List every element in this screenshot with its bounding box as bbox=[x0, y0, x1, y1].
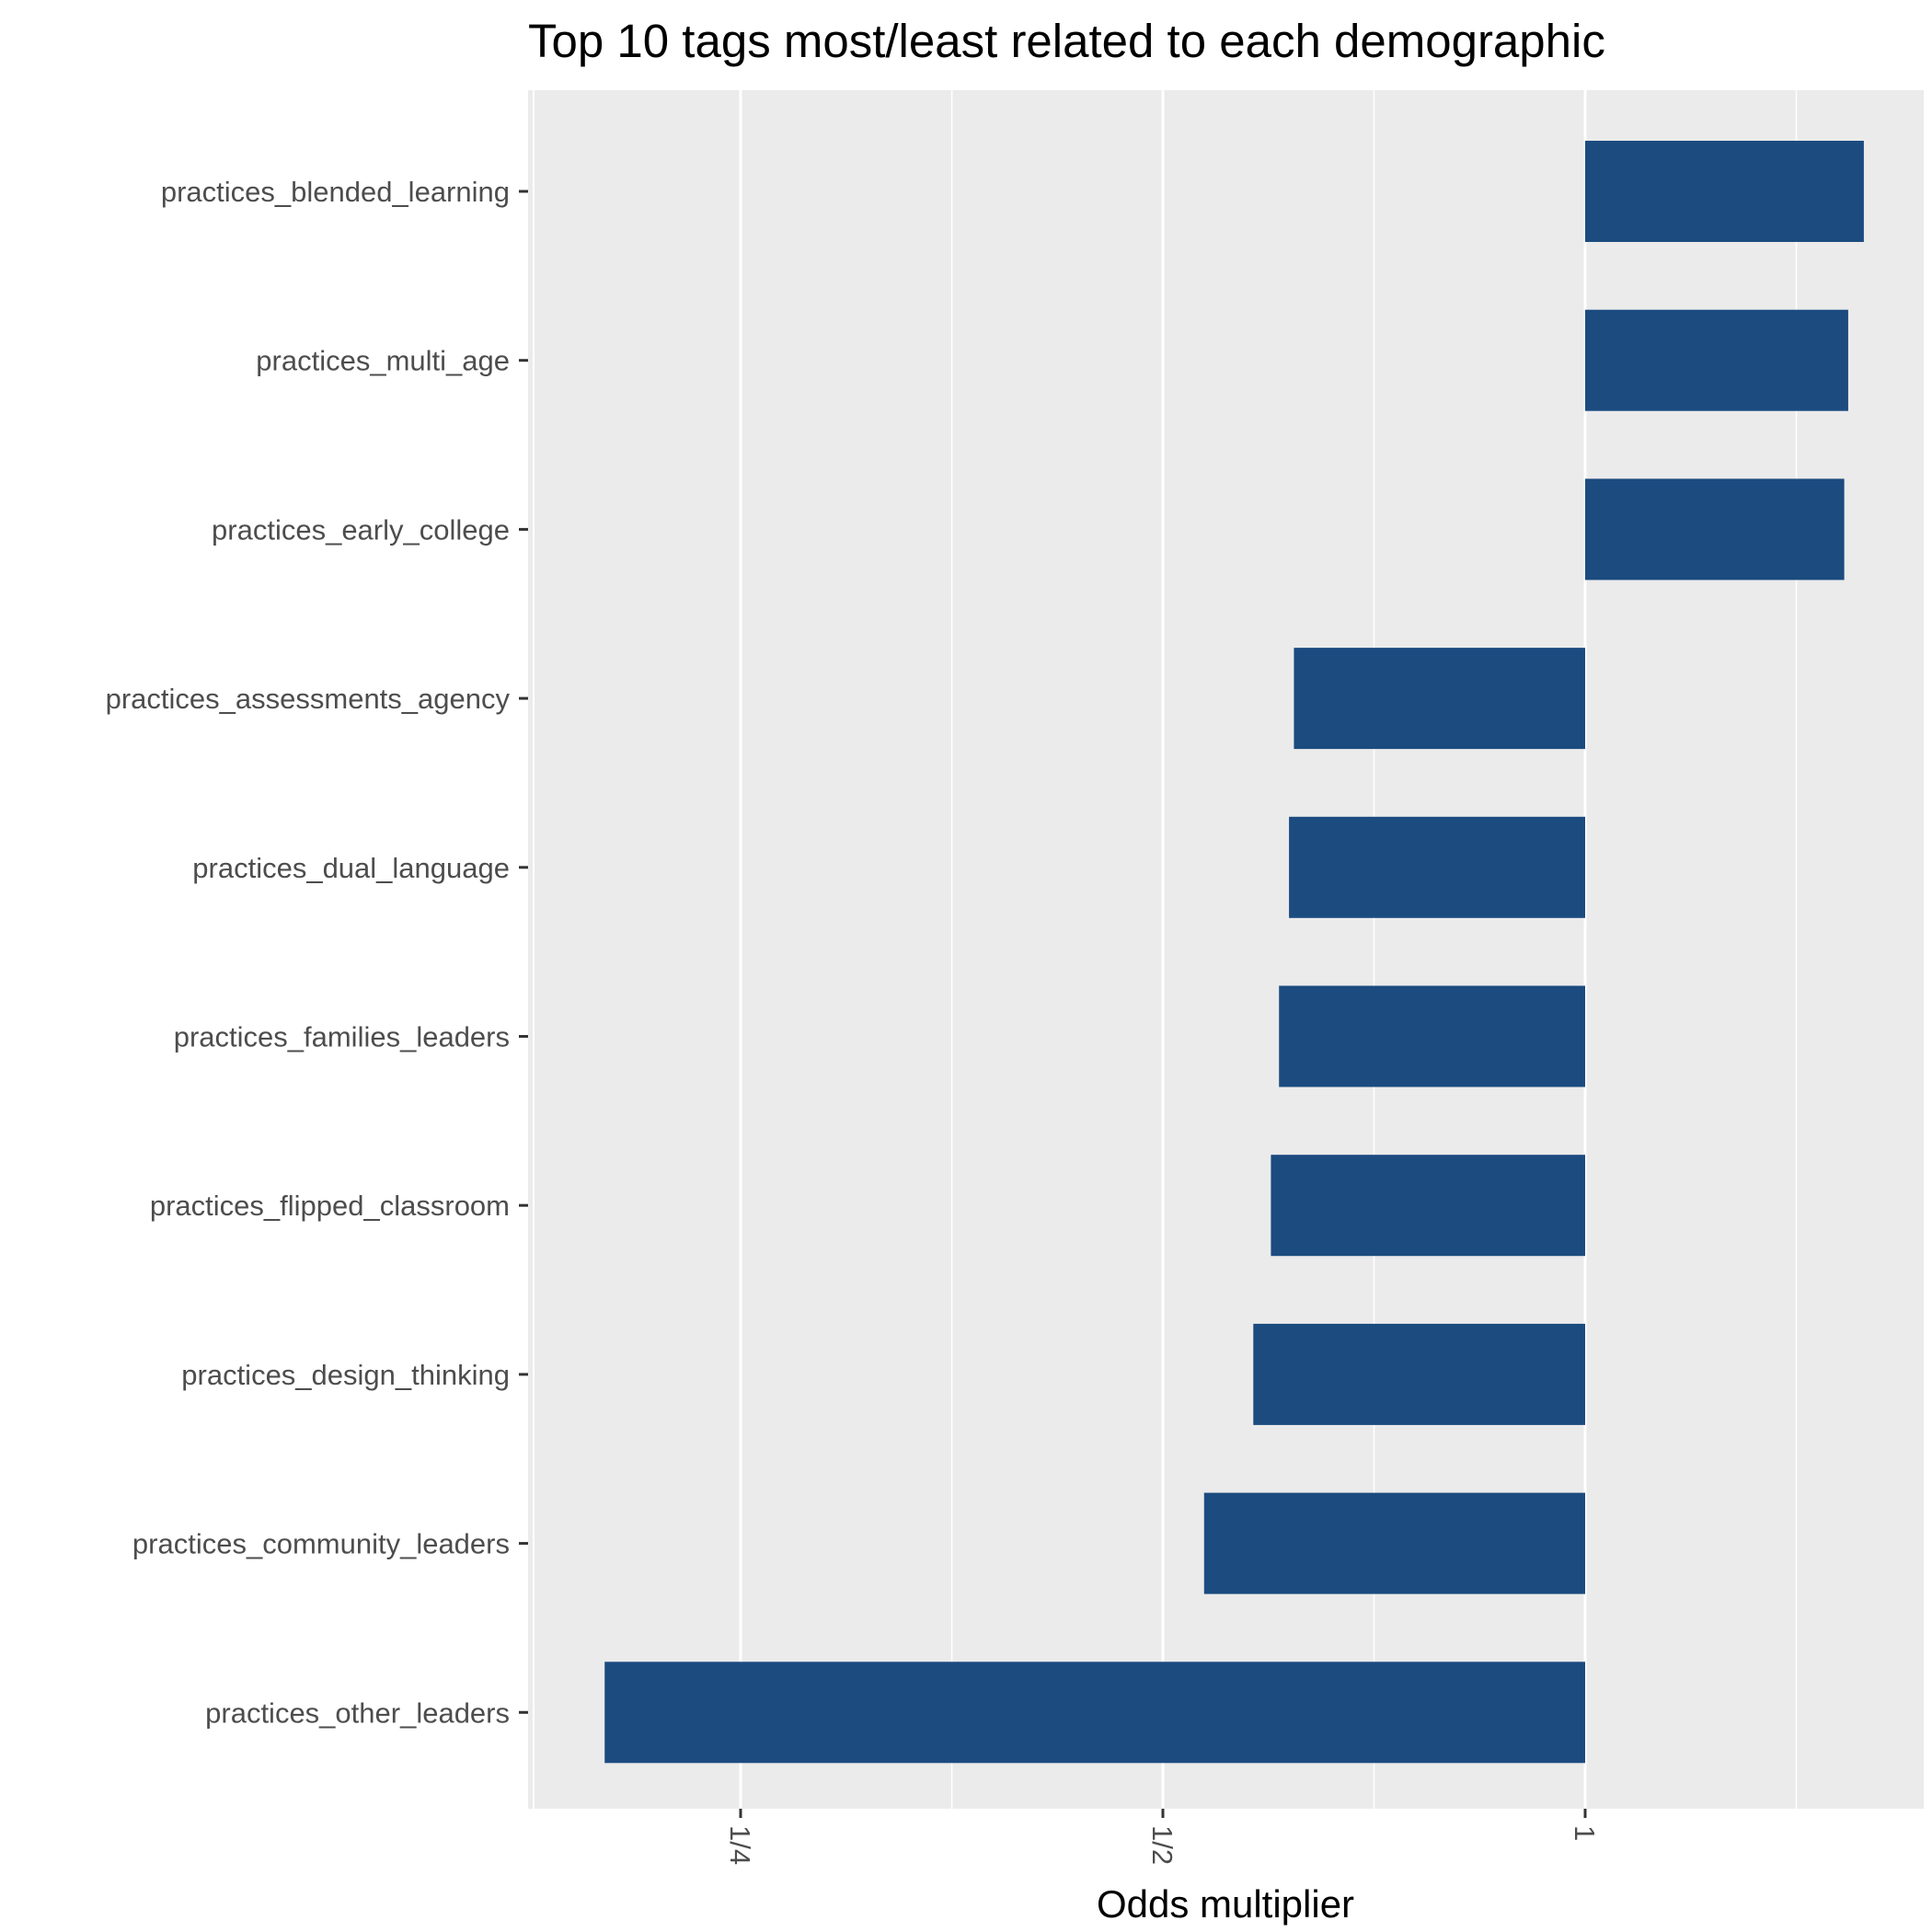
bars bbox=[604, 141, 1864, 1764]
category-label: practices_early_college bbox=[212, 513, 510, 546]
category-label: practices_assessments_agency bbox=[106, 683, 511, 715]
category-label: practices_community_leaders bbox=[132, 1528, 510, 1560]
category-label: practices_other_leaders bbox=[205, 1696, 510, 1729]
bar-practices_multi_age bbox=[1585, 309, 1848, 411]
category-label: practices_flipped_classroom bbox=[150, 1190, 510, 1222]
bar-practices_flipped_classroom bbox=[1271, 1155, 1585, 1257]
bar-practices_design_thinking bbox=[1253, 1323, 1585, 1425]
bar-practices_other_leaders bbox=[604, 1662, 1585, 1764]
category-label: practices_design_thinking bbox=[181, 1359, 510, 1391]
category-label: practices_multi_age bbox=[256, 345, 510, 377]
bar-practices_blended_learning bbox=[1585, 141, 1864, 242]
chart-title: Top 10 tags most/least related to each d… bbox=[528, 15, 1605, 67]
bar-practices_early_college bbox=[1585, 478, 1845, 581]
bar-practices_community_leaders bbox=[1203, 1492, 1585, 1594]
x-tick-label: 1/4 bbox=[724, 1825, 756, 1865]
category-label: practices_dual_language bbox=[192, 852, 510, 884]
x-axis-title: Odds multiplier bbox=[1097, 1882, 1354, 1926]
category-label: practices_families_leaders bbox=[174, 1021, 510, 1053]
bar-practices_families_leaders bbox=[1279, 985, 1585, 1087]
category-label: practices_blended_learning bbox=[161, 176, 510, 208]
y-axis: practices_blended_learning practices_mult… bbox=[106, 176, 528, 1729]
x-tick-label: 1/2 bbox=[1146, 1825, 1179, 1865]
bar-practices_dual_language bbox=[1289, 816, 1585, 918]
x-tick-label: 1 bbox=[1569, 1825, 1601, 1841]
bar-practices_assessments_agency bbox=[1294, 648, 1585, 750]
x-axis: 1/4 1/2 1 bbox=[724, 1809, 1601, 1865]
